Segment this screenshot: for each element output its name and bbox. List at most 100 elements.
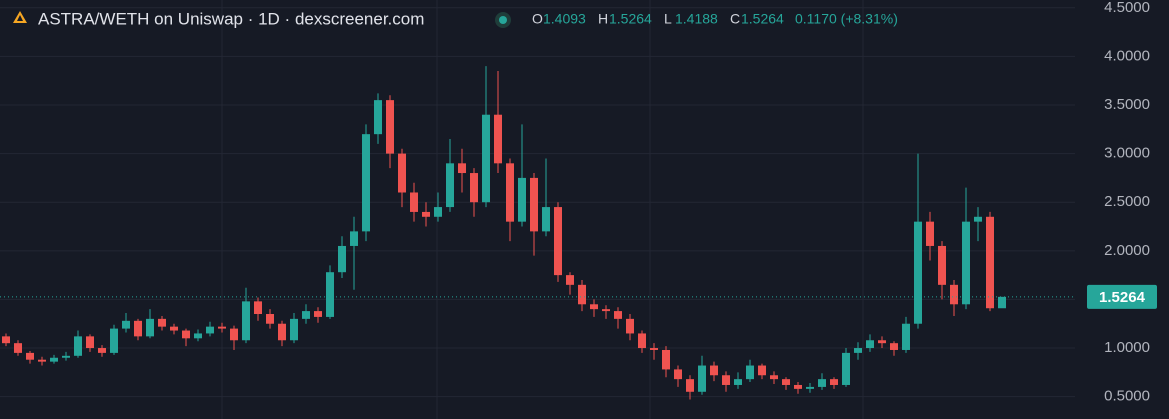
- candle-body: [146, 318, 154, 337]
- chart-title: ASTRA/WETH on Uniswap · 1D · dexscreener…: [38, 9, 424, 28]
- logo-inner: [17, 15, 23, 21]
- y-tick-label: 3.5000: [1104, 96, 1150, 113]
- candle-body: [938, 245, 946, 285]
- candle-body: [206, 326, 214, 334]
- ohlc-value: 1.4093: [543, 11, 586, 27]
- ohlc-value: 1.4188: [675, 11, 718, 27]
- candle-body: [818, 379, 826, 387]
- candle-body: [530, 177, 538, 232]
- candle-body: [386, 100, 394, 154]
- candle-body: [782, 379, 790, 385]
- candle-body: [374, 100, 382, 135]
- candle-body: [194, 333, 202, 339]
- candle-body: [122, 320, 130, 329]
- candle-body: [446, 163, 454, 208]
- candle-body: [722, 375, 730, 385]
- ohlc-key: O: [532, 11, 543, 27]
- ohlc-key: H: [598, 11, 608, 27]
- candle-body: [482, 114, 490, 203]
- candle-body: [890, 343, 898, 350]
- y-tick-label: 0.5000: [1104, 388, 1150, 405]
- candle-body: [626, 318, 634, 334]
- candle-body: [254, 301, 262, 315]
- candle-body: [134, 320, 142, 337]
- candle-body: [266, 314, 274, 324]
- candle-body: [686, 379, 694, 392]
- candle-body: [566, 275, 574, 285]
- ohlc-value: 1.5264: [609, 11, 652, 27]
- candle-body: [650, 348, 658, 350]
- candle-body: [698, 365, 706, 392]
- candle-body: [278, 323, 286, 341]
- candle-body: [26, 352, 34, 360]
- candle-body: [962, 221, 970, 305]
- candle-body: [62, 355, 70, 358]
- y-tick-label: 4.5000: [1104, 0, 1150, 16]
- candle-body: [746, 365, 754, 380]
- candle-body: [326, 272, 334, 317]
- last-price-label: 1.5264: [1099, 289, 1146, 306]
- candle-body: [158, 318, 166, 327]
- candle-body: [506, 163, 514, 222]
- candle-body: [74, 336, 82, 356]
- y-tick-label: 2.0000: [1104, 242, 1150, 259]
- candle-body: [866, 340, 874, 349]
- ohlc-key: C: [730, 11, 740, 27]
- candle-body: [170, 326, 178, 331]
- candle-body: [494, 114, 502, 164]
- candle-body: [974, 216, 982, 222]
- y-tick-label: 4.0000: [1104, 47, 1150, 64]
- last-price-tag: [1087, 284, 1157, 309]
- candle-body: [878, 340, 886, 344]
- candle-body: [14, 343, 22, 353]
- candle-body: [578, 284, 586, 305]
- overlay: 0.50001.00001.50002.00002.50003.00003.50…: [0, 0, 1157, 405]
- status-dot: [499, 16, 507, 24]
- candle-body: [518, 177, 526, 222]
- candles: [2, 66, 1006, 400]
- candle-body: [902, 323, 910, 350]
- candle-body: [758, 365, 766, 376]
- y-tick-label: 2.5000: [1104, 193, 1150, 210]
- candle-body: [110, 328, 118, 353]
- candle-body: [398, 153, 406, 193]
- candle-body: [614, 311, 622, 319]
- candle-body: [302, 311, 310, 319]
- candle-body: [86, 336, 94, 349]
- candle-body: [38, 359, 46, 362]
- candle-body: [926, 221, 934, 246]
- candle-body: [830, 379, 838, 385]
- candle-body: [98, 348, 106, 353]
- candle-body: [350, 231, 358, 246]
- header: ASTRA/WETH on Uniswap · 1D · dexscreener…: [13, 9, 898, 28]
- candle-body: [602, 309, 610, 312]
- candle-body: [410, 192, 418, 212]
- candle-body: [998, 296, 1006, 309]
- candle-body: [470, 173, 478, 203]
- candle-body: [242, 301, 250, 341]
- candle-body: [734, 379, 742, 385]
- y-tick-label: 3.0000: [1104, 145, 1150, 162]
- candle-body: [806, 386, 814, 389]
- y-tick-label: 1.0000: [1104, 339, 1150, 356]
- candle-body: [986, 216, 994, 309]
- candle-body: [794, 384, 802, 389]
- candle-body: [314, 311, 322, 317]
- candle-body: [434, 207, 442, 217]
- candle-body: [230, 328, 238, 341]
- candle-body: [182, 330, 190, 339]
- change-value: 0.1170 (+8.31%): [795, 11, 898, 27]
- candle-body: [50, 357, 58, 362]
- candle-body: [338, 245, 346, 273]
- candle-body: [950, 284, 958, 305]
- candle-body: [842, 352, 850, 385]
- candle-body: [770, 375, 778, 380]
- vertical-grid: [221, 0, 864, 419]
- candle-body: [710, 365, 718, 376]
- candle-body: [542, 207, 550, 232]
- ohlc-value: 1.5264: [741, 11, 784, 27]
- candle-body: [914, 221, 922, 324]
- candle-body: [290, 318, 298, 341]
